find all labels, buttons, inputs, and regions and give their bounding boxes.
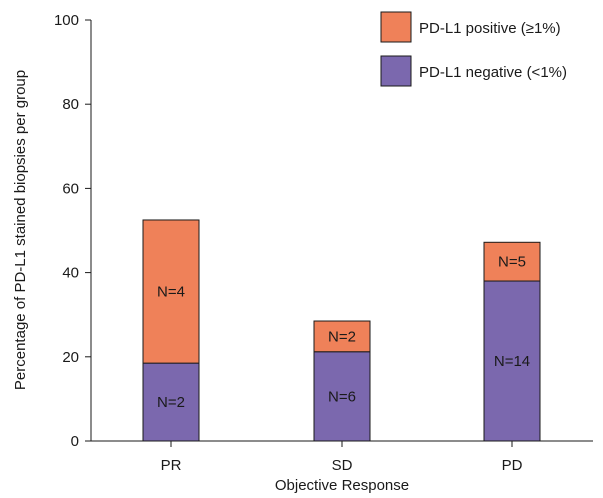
y-tick-label: 100 <box>54 12 79 29</box>
bar-segment <box>483 241 541 282</box>
y-axis-title: Percentage of PD-L1 stained biopsies per… <box>12 70 29 390</box>
bars: N=2 N=4 N=6 N=2 N=14 N=5 <box>142 219 541 442</box>
bar-segment <box>142 362 200 442</box>
y-tick-label: 0 <box>71 433 79 450</box>
bar-data-label: N=4 <box>157 284 185 301</box>
y-tick-label: 60 <box>62 180 79 197</box>
y-tick-label: 80 <box>62 96 79 113</box>
bar-segment <box>483 280 541 442</box>
x-axis-title: Objective Response <box>275 477 409 494</box>
bar-data-label: N=2 <box>328 328 356 345</box>
x-tick-label: SD <box>332 457 353 474</box>
x-tick-label: PD <box>502 457 523 474</box>
y-ticks: 0 20 40 60 80 100 <box>54 12 91 450</box>
bar-data-label: N=5 <box>498 254 526 271</box>
x-ticks: PR SD PD <box>161 441 523 474</box>
bar-data-label: N=6 <box>328 388 356 405</box>
bar-segment <box>313 320 371 353</box>
legend-label: PD-L1 negative (<1%) <box>419 64 567 81</box>
legend-swatch <box>380 55 412 87</box>
x-tick-label: PR <box>161 457 182 474</box>
bar-segment <box>142 219 200 364</box>
y-tick-label: 40 <box>62 265 79 282</box>
bar-segment <box>313 351 371 442</box>
y-tick-label: 20 <box>62 349 79 366</box>
legend: PD-L1 positive (≥1%) PD-L1 negative (<1%) <box>380 11 567 87</box>
bar-data-label: N=14 <box>494 353 530 370</box>
legend-label: PD-L1 positive (≥1%) <box>419 20 561 37</box>
bar-data-label: N=2 <box>157 394 185 411</box>
legend-swatch <box>380 11 412 43</box>
